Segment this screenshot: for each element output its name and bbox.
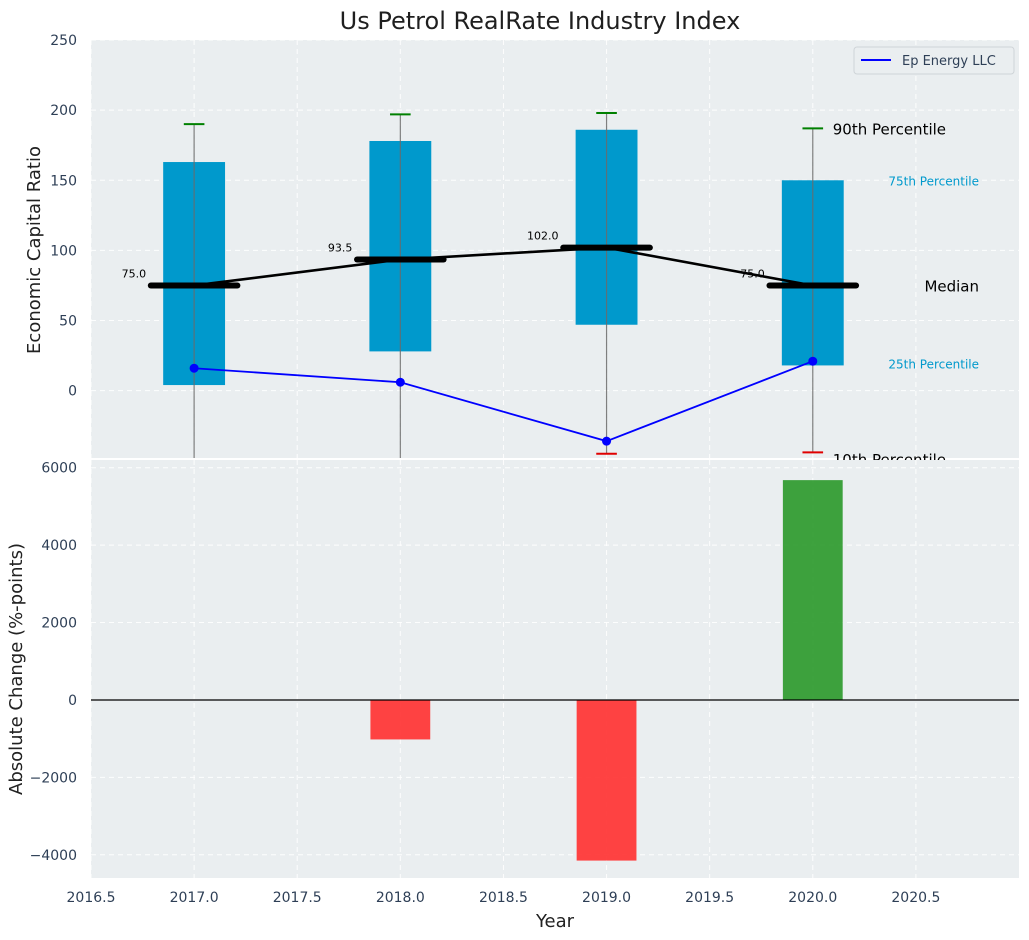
change-bar [576,699,637,861]
bottom-panel: −4000 −2000 0 2000 4000 6000 2016.5 2017.0 2017.… [30,460,1019,906]
bottom-y-tick-label: 4000 [41,538,77,554]
bottom-y-tick-label: 0 [68,693,77,709]
x-tick-label: 2019.5 [685,890,734,906]
change-bar [370,699,431,740]
company-series-point [395,377,405,387]
top-panel: 0 50 100 150 200 250 75.0 93.5 102.0 75.0 90th Per… [50,33,1019,469]
top-y-axis-label: Economic Capital Ratio [24,146,45,354]
legend-frame [853,46,1015,75]
chart-title: Us Petrol RealRate Industry Index [340,7,741,35]
x-tick-label: 2018.0 [376,890,425,906]
company-series-line [194,360,814,443]
top-y-tick-label: 0 [68,384,77,400]
bottom-y-axis-label: Absolute Change (%-points) [6,543,27,795]
x-axis-label: Year [535,911,575,932]
change-bar [782,480,843,700]
median-value-label: 75.0 [122,267,147,280]
top-y-tick-label: 250 [50,33,77,49]
company-series-point [189,363,199,373]
legend: Ep Energy LLC [853,46,1015,75]
top-plot-background [91,40,1019,458]
median-trend-line [193,246,814,287]
company-series-point [808,356,818,366]
top-y-tick-label: 200 [50,103,77,119]
annotation-p75: 75th Percentile [888,174,979,188]
top-y-tick-label: 100 [50,243,77,259]
x-tick-label: 2017.0 [170,890,219,906]
bottom-y-tick-label: 2000 [41,616,77,632]
top-y-tick-label: 50 [59,314,77,330]
annotation-p25: 25th Percentile [888,357,979,371]
x-tick-label: 2017.5 [273,890,322,906]
x-tick-label: 2020.5 [891,890,940,906]
annotation-median: Median [924,277,979,295]
bottom-plot-background [91,460,1019,878]
annotation-p90: 90th Percentile [833,120,946,138]
company-series-point [602,436,612,446]
bottom-y-tick-label: −2000 [30,770,77,786]
median-value-label: 75.0 [740,267,765,280]
median-value-label: 102.0 [527,230,559,243]
x-tick-label: 2016.5 [67,890,116,906]
top-y-tick-label: 150 [50,173,77,189]
top-plot-area: 75.0 93.5 102.0 75.0 [122,111,860,458]
x-tick-label: 2018.5 [479,890,528,906]
median-value-label: 93.5 [328,242,353,255]
bottom-y-tick-label: −4000 [30,848,77,864]
x-tick-label: 2020.0 [788,890,837,906]
x-tick-label: 2019.0 [582,890,631,906]
bottom-y-tick-label: 6000 [41,461,77,477]
legend-label: Ep Energy LLC [902,54,996,69]
